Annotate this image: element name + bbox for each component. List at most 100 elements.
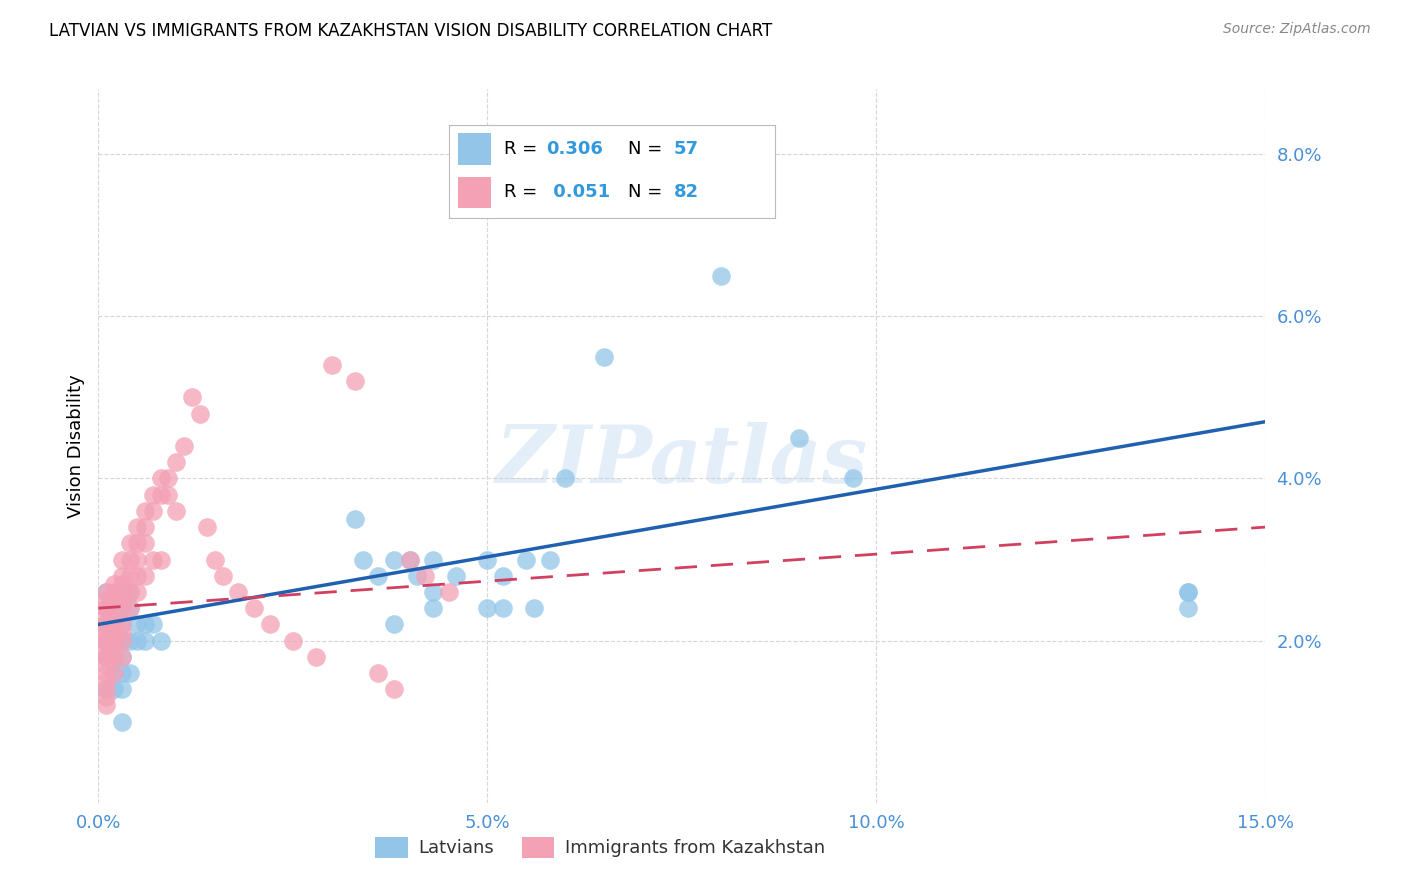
Point xyxy=(96,690,118,705)
Point xyxy=(111,666,134,681)
Point xyxy=(492,568,515,582)
Point xyxy=(382,682,405,697)
Point xyxy=(103,593,125,607)
Point xyxy=(367,666,389,681)
Point xyxy=(96,682,118,697)
Point xyxy=(111,601,134,615)
Point xyxy=(281,633,304,648)
Point xyxy=(538,552,561,566)
Point xyxy=(149,552,172,566)
Text: N =: N = xyxy=(628,139,668,158)
Point xyxy=(96,601,118,615)
Point xyxy=(243,601,266,615)
Point xyxy=(173,439,195,453)
Point xyxy=(787,431,810,445)
Point xyxy=(631,187,654,202)
Point xyxy=(422,601,444,615)
Point xyxy=(127,568,149,582)
Point xyxy=(111,617,134,632)
Text: R =: R = xyxy=(505,139,543,158)
Point xyxy=(165,504,187,518)
Point xyxy=(96,674,118,689)
Point xyxy=(103,577,125,591)
Text: LATVIAN VS IMMIGRANTS FROM KAZAKHSTAN VISION DISABILITY CORRELATION CHART: LATVIAN VS IMMIGRANTS FROM KAZAKHSTAN VI… xyxy=(49,22,772,40)
Point xyxy=(127,520,149,534)
Point xyxy=(118,552,141,566)
Point xyxy=(134,568,156,582)
Point xyxy=(111,617,134,632)
Point xyxy=(96,633,118,648)
Point xyxy=(103,601,125,615)
Point xyxy=(149,488,172,502)
Point xyxy=(96,649,118,664)
Point xyxy=(127,585,149,599)
Point xyxy=(382,617,405,632)
Point xyxy=(134,520,156,534)
Point xyxy=(1177,585,1199,599)
Point xyxy=(142,552,165,566)
Point xyxy=(111,577,134,591)
Point xyxy=(111,714,134,729)
Point xyxy=(103,641,125,656)
Point xyxy=(111,649,134,664)
Point xyxy=(228,585,250,599)
Point xyxy=(96,625,118,640)
Point xyxy=(554,471,576,485)
Point xyxy=(103,617,125,632)
Point xyxy=(422,585,444,599)
Point xyxy=(96,649,118,664)
Point xyxy=(710,268,733,283)
Point xyxy=(111,633,134,648)
Point xyxy=(142,617,165,632)
Point xyxy=(103,633,125,648)
Point xyxy=(127,552,149,566)
Point xyxy=(103,682,125,697)
Point xyxy=(118,568,141,582)
Point xyxy=(111,625,134,640)
Point xyxy=(477,601,499,615)
Point xyxy=(127,536,149,550)
Point xyxy=(103,625,125,640)
Point xyxy=(477,552,499,566)
Point xyxy=(492,601,515,615)
Point xyxy=(111,682,134,697)
Point xyxy=(134,617,156,632)
Text: 0.306: 0.306 xyxy=(547,139,603,158)
Point xyxy=(103,593,125,607)
Point xyxy=(111,601,134,615)
Text: R =: R = xyxy=(505,183,543,201)
Point xyxy=(96,641,118,656)
Y-axis label: Vision Disability: Vision Disability xyxy=(66,374,84,518)
Point xyxy=(134,504,156,518)
Point xyxy=(437,585,460,599)
Point xyxy=(96,657,118,672)
Point xyxy=(446,568,468,582)
Point xyxy=(118,633,141,648)
Point xyxy=(413,568,436,582)
Point xyxy=(204,552,226,566)
Point xyxy=(103,666,125,681)
Point xyxy=(118,601,141,615)
Point xyxy=(134,633,156,648)
Point xyxy=(593,350,616,364)
Point xyxy=(111,633,134,648)
Point xyxy=(118,666,141,681)
Point xyxy=(118,601,141,615)
Point xyxy=(398,552,420,566)
Point xyxy=(103,633,125,648)
Point xyxy=(96,682,118,697)
Point xyxy=(134,536,156,550)
Point xyxy=(352,552,374,566)
Point xyxy=(111,568,134,582)
Point xyxy=(96,609,118,624)
Legend: Latvians, Immigrants from Kazakhstan: Latvians, Immigrants from Kazakhstan xyxy=(368,830,832,865)
Point xyxy=(103,585,125,599)
Point xyxy=(188,407,211,421)
Point xyxy=(96,585,118,599)
Point xyxy=(96,649,118,664)
Point xyxy=(111,585,134,599)
Point xyxy=(515,552,537,566)
Point xyxy=(127,617,149,632)
Point xyxy=(111,585,134,599)
Point xyxy=(1177,585,1199,599)
